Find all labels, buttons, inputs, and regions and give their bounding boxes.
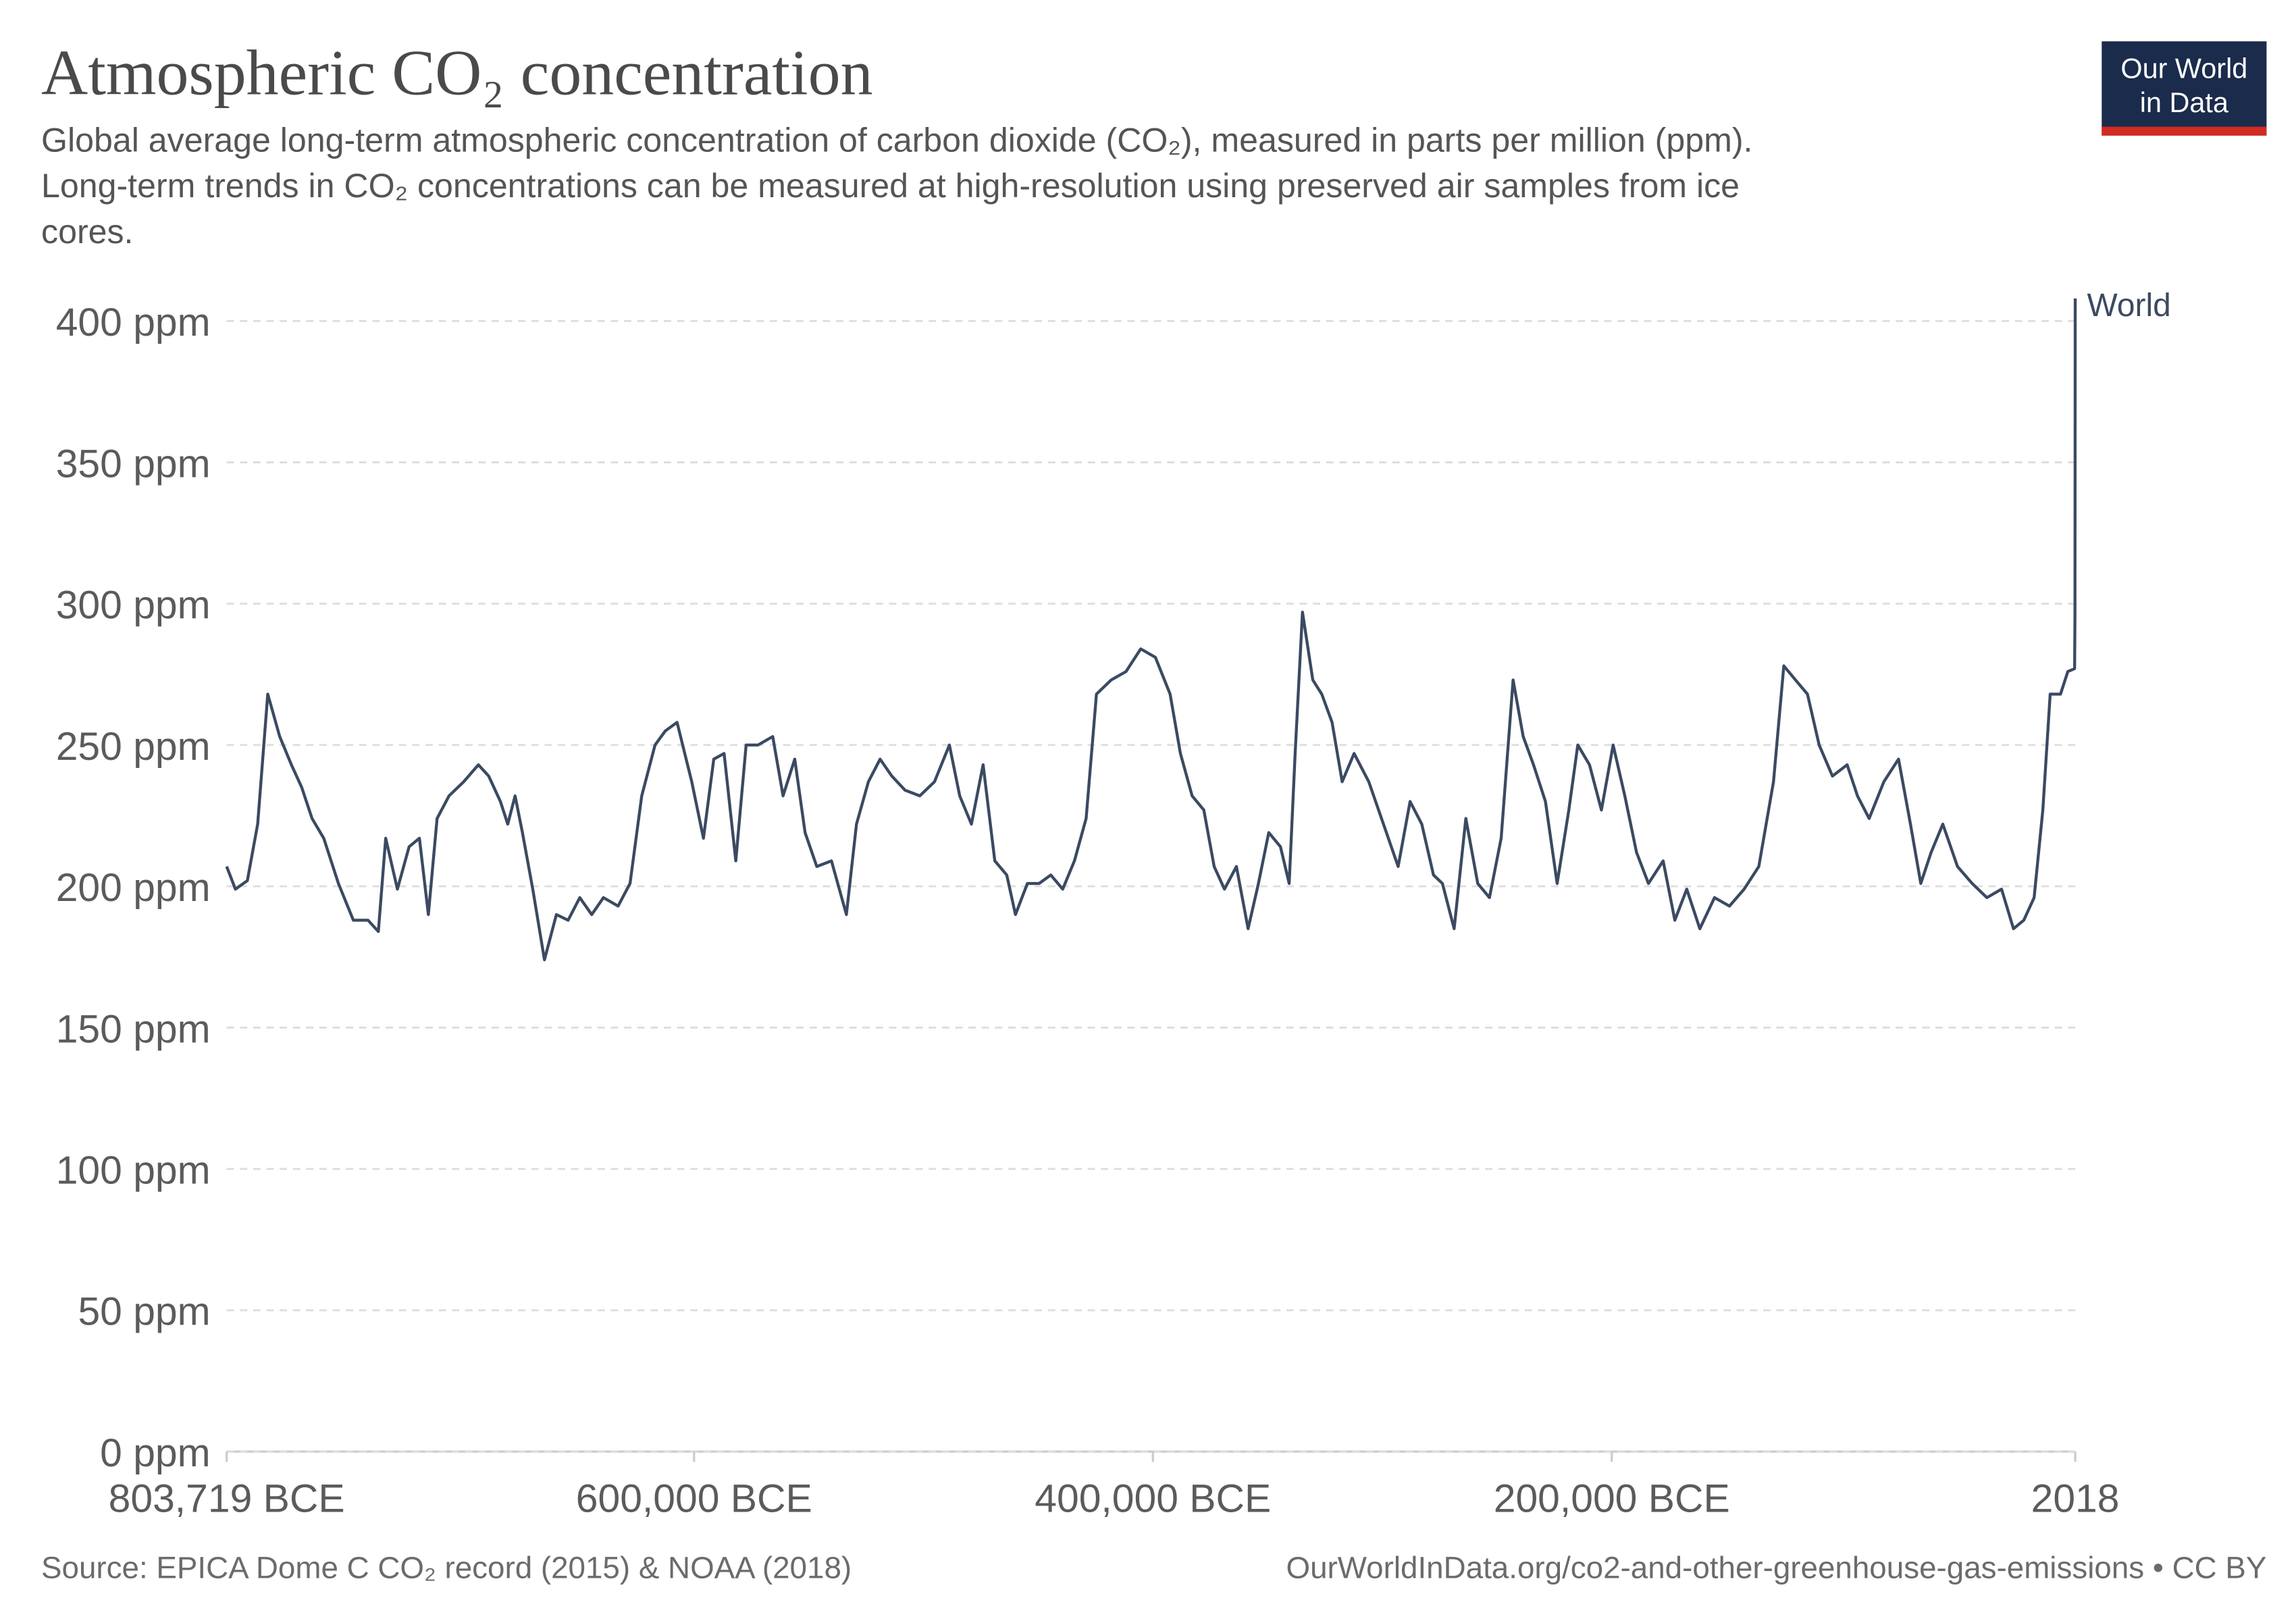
logo-bar [2102, 126, 2267, 136]
logo [2102, 41, 2267, 136]
source: Source: EPICA Dome C CO₂ record (2015) &… [41, 1551, 852, 1585]
y-tick-label: 350 ppm [56, 442, 211, 486]
chart-title: Atmospheric CO₂ concentration [41, 37, 873, 109]
series-label: World [2087, 288, 2171, 324]
line [225, 298, 2077, 962]
x-tick-label: 200,000 BCE [1494, 1477, 1730, 1521]
x-tick-label: 2018 [2031, 1477, 2120, 1521]
y-tick-label: 150 ppm [56, 1007, 211, 1051]
y-tick-label: 200 ppm [56, 866, 211, 910]
y-tick-label: 0 ppm [100, 1431, 211, 1475]
y-tick-label: 100 ppm [56, 1149, 211, 1193]
y-tick-label: 400 ppm [56, 301, 211, 344]
subtitle: cores. [41, 213, 133, 251]
subtitle: Global average long-term atmospheric con… [41, 122, 1752, 159]
x-tick-label: 803,719 BCE [109, 1477, 345, 1521]
x-tick-label: 400,000 BCE [1035, 1477, 1271, 1521]
y-tick-label: 250 ppm [56, 725, 211, 769]
y-tick-label: 300 ppm [56, 584, 211, 627]
subtitle: Long-term trends in CO₂ concentrations c… [41, 167, 1740, 205]
y-tick-label: 50 ppm [78, 1290, 210, 1334]
logo-text: Our World [2120, 53, 2247, 84]
logo-text: in Data [2140, 87, 2229, 118]
credit: OurWorldInData.org/co2-and-other-greenho… [1286, 1551, 2267, 1585]
x-tick-label: 600,000 BCE [576, 1477, 812, 1521]
